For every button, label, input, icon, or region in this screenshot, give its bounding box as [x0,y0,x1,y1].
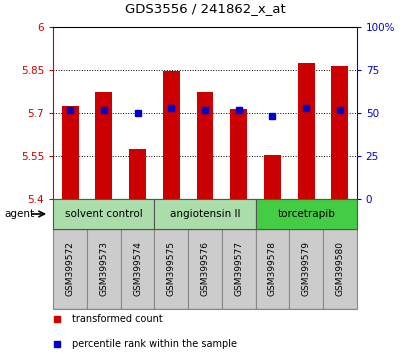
Bar [154,229,188,309]
Bar [53,199,154,229]
Text: percentile rank within the sample: percentile rank within the sample [72,339,236,349]
Bar [196,92,213,199]
Bar [188,229,221,309]
Text: GSM399572: GSM399572 [65,241,74,296]
Bar [53,229,87,309]
Bar [129,149,146,199]
Bar [322,229,356,309]
Bar [221,229,255,309]
Text: agent: agent [4,209,34,219]
Text: GSM399579: GSM399579 [301,241,310,297]
Text: GSM399573: GSM399573 [99,241,108,297]
Text: GSM399580: GSM399580 [335,241,344,297]
Bar [120,229,154,309]
Text: GSM399575: GSM399575 [166,241,175,297]
Bar [95,92,112,199]
Text: GSM399577: GSM399577 [234,241,243,297]
Bar [162,72,179,199]
Text: angiotensin II: angiotensin II [169,209,240,219]
Bar [62,106,79,199]
Text: GSM399574: GSM399574 [133,241,142,296]
Text: GSM399576: GSM399576 [200,241,209,297]
Bar [255,199,356,229]
Text: transformed count: transformed count [72,314,162,324]
Bar [263,155,280,199]
Bar [297,63,314,199]
Bar [154,199,255,229]
Bar [230,109,247,199]
Bar [289,229,322,309]
Text: GSM399578: GSM399578 [267,241,276,297]
Text: torcetrapib: torcetrapib [276,209,334,219]
Text: solvent control: solvent control [65,209,142,219]
Bar [87,229,120,309]
Bar [255,229,289,309]
Text: GDS3556 / 241862_x_at: GDS3556 / 241862_x_at [124,2,285,15]
Bar [330,66,347,199]
